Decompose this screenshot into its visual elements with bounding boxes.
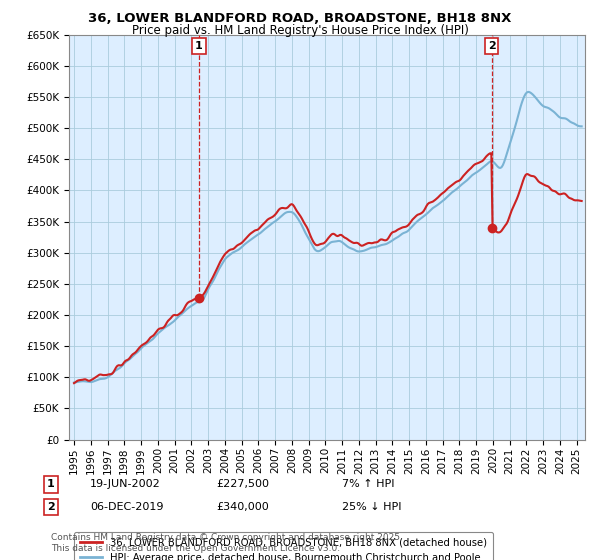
Text: £340,000: £340,000 [216, 502, 269, 512]
Text: 2: 2 [47, 502, 55, 512]
Text: Contains HM Land Registry data © Crown copyright and database right 2025.
This d: Contains HM Land Registry data © Crown c… [51, 533, 403, 553]
Text: 19-JUN-2002: 19-JUN-2002 [90, 479, 161, 489]
Text: 1: 1 [195, 41, 203, 51]
Text: 2: 2 [488, 41, 496, 51]
Text: Price paid vs. HM Land Registry's House Price Index (HPI): Price paid vs. HM Land Registry's House … [131, 24, 469, 37]
Text: 06-DEC-2019: 06-DEC-2019 [90, 502, 163, 512]
Text: £227,500: £227,500 [216, 479, 269, 489]
Text: 1: 1 [47, 479, 55, 489]
Legend: 36, LOWER BLANDFORD ROAD, BROADSTONE, BH18 8NX (detached house), HPI: Average pr: 36, LOWER BLANDFORD ROAD, BROADSTONE, BH… [74, 531, 493, 560]
Text: 25% ↓ HPI: 25% ↓ HPI [342, 502, 401, 512]
Text: 7% ↑ HPI: 7% ↑ HPI [342, 479, 395, 489]
Text: 36, LOWER BLANDFORD ROAD, BROADSTONE, BH18 8NX: 36, LOWER BLANDFORD ROAD, BROADSTONE, BH… [88, 12, 512, 25]
